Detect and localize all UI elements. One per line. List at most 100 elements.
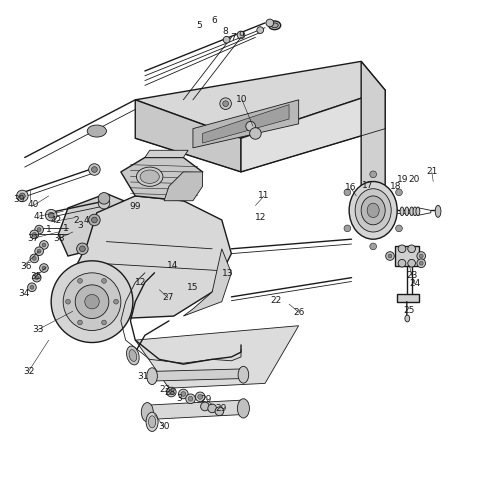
- Circle shape: [188, 396, 193, 401]
- Text: 1: 1: [46, 225, 52, 234]
- Circle shape: [246, 122, 255, 131]
- Text: 17: 17: [362, 181, 373, 190]
- Circle shape: [63, 273, 121, 330]
- Text: 4: 4: [83, 217, 89, 225]
- Circle shape: [89, 164, 100, 175]
- Polygon shape: [135, 325, 299, 388]
- Ellipse shape: [268, 21, 281, 30]
- Ellipse shape: [355, 189, 391, 232]
- Ellipse shape: [435, 205, 441, 217]
- Ellipse shape: [400, 207, 404, 216]
- Circle shape: [16, 190, 28, 202]
- Text: 3: 3: [77, 221, 83, 230]
- Circle shape: [30, 230, 39, 239]
- Circle shape: [66, 299, 70, 304]
- Polygon shape: [202, 104, 289, 143]
- Circle shape: [344, 189, 351, 196]
- Text: 38: 38: [54, 234, 65, 243]
- Text: 20: 20: [408, 175, 420, 183]
- Polygon shape: [150, 400, 241, 419]
- Text: 1: 1: [63, 224, 68, 233]
- Text: 39: 39: [13, 195, 25, 204]
- Circle shape: [35, 225, 43, 234]
- Circle shape: [92, 217, 97, 223]
- Circle shape: [40, 241, 48, 249]
- Text: 6: 6: [212, 16, 217, 25]
- Ellipse shape: [349, 182, 397, 239]
- Text: 24: 24: [409, 280, 420, 288]
- Text: 99: 99: [130, 202, 141, 211]
- Polygon shape: [135, 61, 385, 138]
- Circle shape: [42, 266, 46, 270]
- Circle shape: [198, 394, 202, 399]
- Circle shape: [398, 260, 406, 267]
- Text: 22: 22: [270, 296, 281, 305]
- Ellipse shape: [148, 416, 156, 428]
- Polygon shape: [193, 100, 299, 148]
- Circle shape: [37, 249, 41, 253]
- Ellipse shape: [271, 23, 278, 28]
- Circle shape: [398, 245, 406, 253]
- Circle shape: [32, 257, 36, 260]
- Ellipse shape: [140, 170, 159, 183]
- Circle shape: [195, 392, 205, 402]
- Circle shape: [257, 27, 264, 34]
- Text: 25: 25: [403, 306, 415, 315]
- Text: 13: 13: [222, 269, 233, 278]
- Text: 26: 26: [293, 308, 304, 317]
- Circle shape: [223, 101, 228, 106]
- Circle shape: [32, 273, 41, 282]
- Text: 12: 12: [135, 278, 147, 287]
- Polygon shape: [164, 172, 202, 201]
- Circle shape: [78, 320, 82, 325]
- Polygon shape: [361, 61, 385, 220]
- Polygon shape: [241, 90, 385, 172]
- Circle shape: [35, 247, 43, 256]
- Circle shape: [48, 212, 54, 218]
- Circle shape: [30, 254, 39, 263]
- Ellipse shape: [410, 207, 414, 216]
- Text: 14: 14: [167, 261, 178, 270]
- Circle shape: [98, 193, 110, 204]
- Ellipse shape: [405, 207, 409, 216]
- Polygon shape: [121, 158, 202, 201]
- Ellipse shape: [136, 167, 163, 186]
- Circle shape: [181, 391, 186, 396]
- Polygon shape: [397, 294, 419, 302]
- Text: 2: 2: [74, 217, 80, 225]
- Circle shape: [408, 245, 415, 253]
- Circle shape: [396, 189, 402, 196]
- Text: 35: 35: [30, 272, 41, 281]
- Circle shape: [77, 243, 88, 255]
- Circle shape: [89, 214, 100, 226]
- Text: 41: 41: [33, 212, 45, 221]
- Text: 29: 29: [201, 395, 212, 404]
- Circle shape: [388, 254, 392, 258]
- Text: 8: 8: [222, 26, 228, 36]
- Circle shape: [27, 283, 36, 292]
- Circle shape: [370, 243, 376, 250]
- Text: 11: 11: [258, 191, 270, 201]
- Circle shape: [250, 128, 261, 139]
- Circle shape: [98, 197, 110, 209]
- Ellipse shape: [238, 366, 249, 383]
- Text: 10: 10: [236, 95, 248, 104]
- Circle shape: [370, 171, 376, 178]
- Circle shape: [85, 294, 99, 309]
- Circle shape: [42, 243, 46, 247]
- Text: 30: 30: [159, 422, 170, 431]
- Polygon shape: [155, 369, 241, 381]
- Text: 7: 7: [230, 33, 236, 42]
- Polygon shape: [73, 196, 231, 319]
- Circle shape: [178, 389, 188, 399]
- Text: 15: 15: [187, 283, 199, 292]
- Circle shape: [417, 259, 426, 267]
- Circle shape: [75, 285, 109, 319]
- Ellipse shape: [146, 412, 158, 431]
- Circle shape: [208, 404, 216, 413]
- Circle shape: [30, 285, 34, 289]
- Circle shape: [102, 279, 107, 283]
- Text: 27: 27: [162, 293, 174, 303]
- Text: 32: 32: [23, 367, 34, 376]
- Polygon shape: [58, 194, 135, 256]
